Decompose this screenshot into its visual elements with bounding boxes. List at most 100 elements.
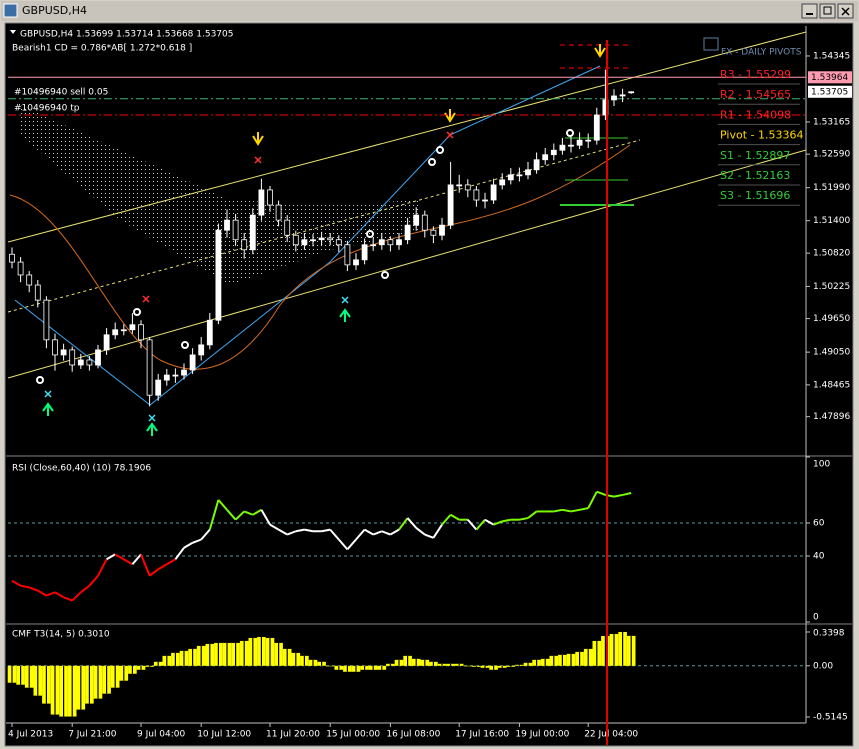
moving-average [9,144,631,370]
rsi-segment [596,490,606,496]
rsi-segment [234,510,245,521]
rsi-segment [148,568,159,577]
close-glyph [841,7,850,16]
candle-body [473,189,480,201]
indicator-title: RSI (Close,60,40) (10) 78.1906 [12,464,151,474]
rsi-segment [579,507,589,511]
y-tick-label: 100 [813,460,830,470]
y-tick-label: 0 [813,613,819,623]
down-arrow [252,132,264,146]
up-arrow [146,422,158,436]
rsi-segment [346,538,357,551]
candle-body [576,139,583,146]
buy-cross [148,414,156,422]
rsi-segment [398,517,409,531]
candle-body [9,253,15,263]
x-tick-label: 9 Jul 04:00 [137,730,186,740]
candle-body [447,184,454,226]
rsi-segment [613,493,623,498]
x-tick-label: 17 Jul 16:00 [455,730,509,740]
swing-point [133,308,141,316]
up-arrow [339,308,351,322]
candle-body [155,379,162,396]
chart-background [4,22,854,747]
rsi-segment [97,558,108,577]
y-tick-label: 1.51990 [813,183,850,193]
rsi-segment [502,518,511,523]
y-tick-label: 1.49050 [813,348,850,358]
down-arrow [444,109,456,123]
pivot-label: S2 - 1.52163 [720,169,790,182]
rsi-segment [114,553,125,561]
rsi-segment [372,530,383,536]
rsi-segment [131,553,142,565]
candle-body [95,349,101,366]
rsi-segment [63,596,73,602]
collapse-triangle[interactable] [10,30,16,34]
candle-body [482,199,488,202]
candle-body [43,299,50,341]
swing-point [181,341,189,349]
y-tick-label: 1.49650 [813,314,850,324]
rsi-segment [553,508,563,513]
rsi-segment [355,528,366,541]
window-title: GBPUSD,H4 [22,4,87,17]
candle-body [439,224,445,236]
price-box-label: 1.53705 [811,87,848,97]
x-tick-label: 16 Jul 08:00 [386,730,440,740]
rsi-segment [71,591,82,602]
candle-body [421,214,428,231]
down-arrow [594,44,606,58]
candle-body [267,189,273,206]
candle-body [215,229,222,321]
minimize-button[interactable] [801,3,818,19]
candle-body [318,237,325,241]
candle-body [542,154,549,161]
rsi-segment [587,491,598,509]
candle-body [464,184,471,191]
candle-body [103,334,110,351]
candle-body [181,369,187,376]
candle-body [146,339,153,396]
rsi-segment [106,553,116,561]
restore-button[interactable] [819,3,836,19]
y-tick-label: 0.00 [813,661,833,671]
candle-body [593,114,600,141]
candle-body [611,95,617,101]
cmf-bar [463,665,473,667]
rsi-segment [11,579,22,587]
y-tick-label: 1.52590 [813,150,850,160]
pivot-icon [703,37,719,51]
candle-body [26,274,33,286]
rsi-segment [519,517,529,521]
rsi-segment [80,584,91,594]
candle-body [559,144,566,151]
rsi-segment [527,510,538,519]
candle-body [163,374,170,381]
rsi-segment [493,520,503,526]
order-label: #10496940 sell 0.05 [14,87,108,97]
x-tick-label: 11 Jul 20:00 [266,730,320,740]
cmf-bar [325,665,335,667]
window-buttons[interactable] [801,3,854,19]
swing-point [381,271,389,279]
rsi-segment [570,508,580,513]
rsi-segment [338,538,349,551]
candle-body [112,329,119,336]
swing-point [366,230,374,238]
rsi-segment [166,558,176,566]
rsi-segment [174,547,185,560]
candle-body [456,184,463,187]
candle-body [120,329,127,332]
candle-body [585,139,592,142]
candle-body [404,224,411,241]
buy-cross [341,296,349,304]
window-icon [3,3,18,18]
rsi-segment [286,530,297,536]
rsi-segment [467,519,478,531]
candle-body [189,354,196,371]
rsi-segment [183,541,194,549]
candle-body [344,244,351,266]
candle-body [387,239,394,246]
rsi-segment [140,553,151,577]
